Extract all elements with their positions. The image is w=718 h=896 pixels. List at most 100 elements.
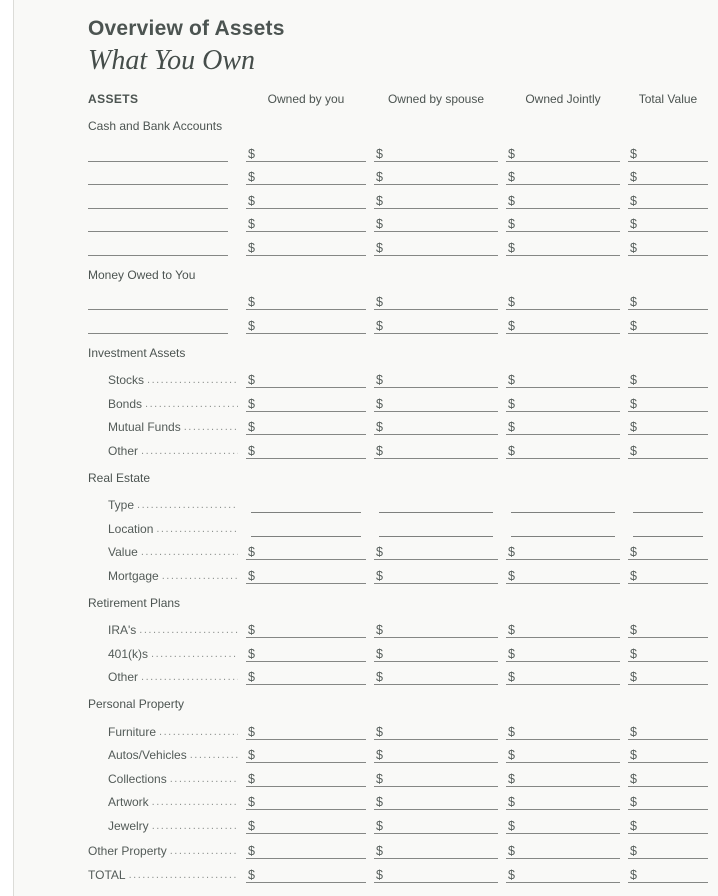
value-field-total-value[interactable]: $ [628, 723, 708, 740]
value-field-owned-by-spouse[interactable]: $ [374, 817, 498, 834]
value-field-owned-by-you[interactable]: $ [246, 746, 366, 763]
value-field-total-value[interactable]: $ [628, 215, 708, 232]
value-field-owned-jointly[interactable]: $ [506, 770, 620, 787]
value-field-owned-jointly[interactable]: $ [506, 418, 620, 435]
value-field-owned-by-you[interactable]: $ [246, 543, 366, 560]
value-field-owned-by-spouse[interactable]: $ [374, 621, 498, 638]
value-field-owned-by-you[interactable]: $ [246, 395, 366, 412]
value-field-owned-by-spouse[interactable]: $ [374, 770, 498, 787]
value-field-total-value[interactable]: $ [628, 645, 708, 662]
value-field-owned-jointly[interactable]: $ [506, 145, 620, 162]
value-field-owned-by-spouse[interactable]: $ [374, 645, 498, 662]
asset-name-field[interactable] [88, 168, 228, 185]
asset-name-field[interactable] [88, 192, 228, 209]
value-field-total-value[interactable]: $ [628, 793, 708, 810]
value-field-owned-jointly[interactable]: $ [506, 842, 620, 859]
value-field-owned-by-spouse[interactable]: $ [374, 842, 498, 859]
value-field-total-value[interactable]: $ [628, 239, 708, 256]
value-field-owned-jointly[interactable]: $ [506, 395, 620, 412]
value-field-total-value[interactable]: $ [628, 192, 708, 209]
value-field-owned-by-you[interactable]: $ [246, 770, 366, 787]
value-field-total-value[interactable]: $ [628, 145, 708, 162]
value-field-total-value[interactable]: $ [628, 746, 708, 763]
value-field-owned-by-you[interactable]: $ [246, 371, 366, 388]
value-field-owned-jointly[interactable]: $ [506, 746, 620, 763]
value-field-owned-by-you[interactable]: $ [246, 842, 366, 859]
value-field-owned-jointly[interactable]: $ [506, 723, 620, 740]
value-field-owned-by-spouse[interactable] [379, 520, 493, 537]
value-field-owned-by-you[interactable]: $ [246, 793, 366, 810]
value-field-total-value[interactable]: $ [628, 371, 708, 388]
value-field-owned-by-spouse[interactable]: $ [374, 145, 498, 162]
value-field-owned-by-you[interactable]: $ [246, 418, 366, 435]
value-field-owned-jointly[interactable]: $ [506, 442, 620, 459]
value-field-owned-by-you[interactable]: $ [246, 192, 366, 209]
value-field-owned-by-spouse[interactable]: $ [374, 168, 498, 185]
value-field-owned-by-you[interactable]: $ [246, 567, 366, 584]
value-field-owned-jointly[interactable]: $ [506, 293, 620, 310]
value-field-total-value[interactable]: $ [628, 866, 708, 883]
value-field-total-value[interactable] [633, 520, 703, 537]
value-field-owned-by-you[interactable]: $ [246, 239, 366, 256]
value-field-owned-by-spouse[interactable]: $ [374, 293, 498, 310]
value-field-owned-by-you[interactable]: $ [246, 645, 366, 662]
value-field-owned-by-you[interactable]: $ [246, 215, 366, 232]
value-field-owned-by-spouse[interactable]: $ [374, 866, 498, 883]
value-field-owned-by-you[interactable]: $ [246, 866, 366, 883]
value-field-total-value[interactable]: $ [628, 168, 708, 185]
value-field-owned-jointly[interactable]: $ [506, 192, 620, 209]
value-field-owned-jointly[interactable]: $ [506, 817, 620, 834]
value-field-total-value[interactable]: $ [628, 567, 708, 584]
value-field-total-value[interactable]: $ [628, 293, 708, 310]
value-field-owned-jointly[interactable]: $ [506, 239, 620, 256]
value-field-total-value[interactable]: $ [628, 770, 708, 787]
value-field-owned-jointly[interactable]: $ [506, 543, 620, 560]
value-field-owned-jointly[interactable]: $ [506, 168, 620, 185]
value-field-total-value[interactable]: $ [628, 418, 708, 435]
value-field-owned-jointly[interactable]: $ [506, 215, 620, 232]
value-field-owned-by-you[interactable]: $ [246, 723, 366, 740]
value-field-owned-by-spouse[interactable]: $ [374, 668, 498, 685]
value-field-total-value[interactable]: $ [628, 668, 708, 685]
value-field-owned-by-spouse[interactable]: $ [374, 317, 498, 334]
value-field-owned-jointly[interactable]: $ [506, 567, 620, 584]
asset-name-field[interactable] [88, 317, 228, 334]
value-field-total-value[interactable]: $ [628, 817, 708, 834]
value-field-owned-by-spouse[interactable]: $ [374, 567, 498, 584]
value-field-owned-by-you[interactable]: $ [246, 293, 366, 310]
value-field-owned-jointly[interactable] [511, 496, 615, 513]
asset-name-field[interactable] [88, 215, 228, 232]
value-field-owned-by-you[interactable]: $ [246, 317, 366, 334]
value-field-owned-by-spouse[interactable]: $ [374, 192, 498, 209]
value-field-total-value[interactable]: $ [628, 395, 708, 412]
value-field-owned-by-spouse[interactable]: $ [374, 793, 498, 810]
value-field-owned-by-spouse[interactable]: $ [374, 442, 498, 459]
value-field-owned-jointly[interactable]: $ [506, 645, 620, 662]
value-field-owned-jointly[interactable]: $ [506, 371, 620, 388]
value-field-owned-by-spouse[interactable]: $ [374, 723, 498, 740]
value-field-owned-by-spouse[interactable]: $ [374, 371, 498, 388]
value-field-total-value[interactable]: $ [628, 842, 708, 859]
value-field-owned-by-spouse[interactable]: $ [374, 395, 498, 412]
value-field-owned-by-you[interactable]: $ [246, 621, 366, 638]
value-field-owned-by-spouse[interactable]: $ [374, 215, 498, 232]
asset-name-field[interactable] [88, 239, 228, 256]
asset-name-field[interactable] [88, 293, 228, 310]
value-field-owned-by-spouse[interactable]: $ [374, 543, 498, 560]
value-field-owned-by-spouse[interactable]: $ [374, 418, 498, 435]
value-field-total-value[interactable]: $ [628, 543, 708, 560]
value-field-owned-by-you[interactable]: $ [246, 668, 366, 685]
value-field-owned-by-you[interactable]: $ [246, 168, 366, 185]
value-field-owned-jointly[interactable]: $ [506, 621, 620, 638]
value-field-total-value[interactable]: $ [628, 317, 708, 334]
value-field-owned-jointly[interactable]: $ [506, 317, 620, 334]
value-field-owned-jointly[interactable] [511, 520, 615, 537]
value-field-owned-by-spouse[interactable] [379, 496, 493, 513]
value-field-owned-by-you[interactable]: $ [246, 145, 366, 162]
value-field-total-value[interactable] [633, 496, 703, 513]
value-field-owned-by-you[interactable]: $ [246, 442, 366, 459]
value-field-total-value[interactable]: $ [628, 442, 708, 459]
value-field-owned-by-you[interactable] [251, 520, 361, 537]
value-field-owned-jointly[interactable]: $ [506, 866, 620, 883]
value-field-owned-jointly[interactable]: $ [506, 668, 620, 685]
